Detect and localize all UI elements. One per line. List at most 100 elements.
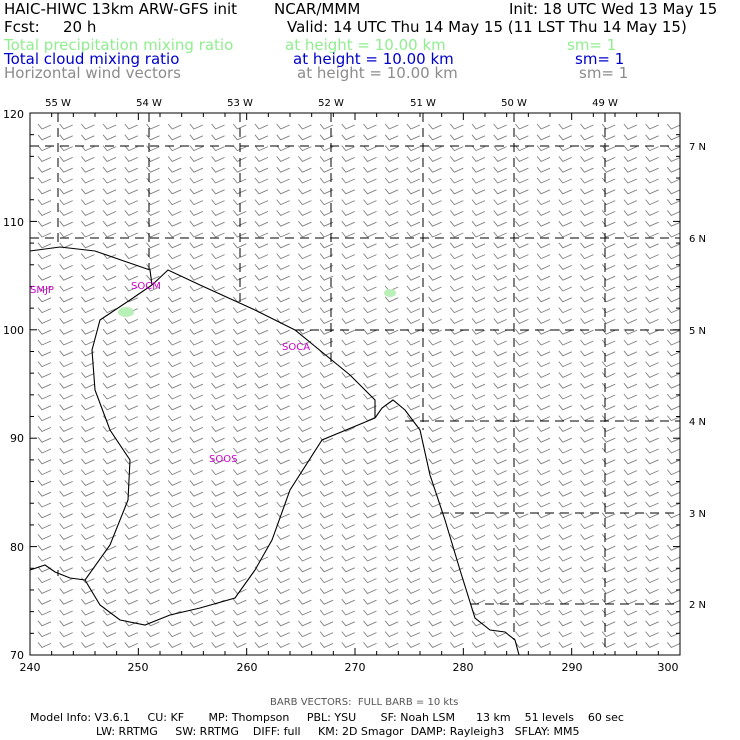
wind-barb <box>623 242 638 249</box>
wind-barb <box>167 296 182 303</box>
wind-barb <box>211 188 225 195</box>
wind-barb <box>363 566 377 573</box>
wind-barb <box>341 631 355 638</box>
wind-barb <box>298 642 312 648</box>
wind-barb <box>536 199 551 206</box>
wind-barb <box>449 307 464 314</box>
wind-barb <box>276 609 290 616</box>
wind-barb <box>406 134 421 141</box>
lon-50w: 50 W <box>501 98 527 109</box>
wind-barb <box>189 134 204 141</box>
wind-barb <box>341 188 355 195</box>
wind-barb <box>406 393 421 400</box>
wind-barb <box>601 177 616 184</box>
lon-53w: 53 W <box>227 98 253 109</box>
wind-barb <box>59 220 73 227</box>
wind-barb <box>298 134 312 141</box>
wind-barb <box>623 620 638 627</box>
wind-barb <box>449 339 464 346</box>
wind-barb <box>319 328 334 335</box>
wind-barb <box>211 480 225 486</box>
wind-barb <box>189 588 204 594</box>
wind-barb <box>319 274 334 281</box>
wind-barb <box>471 631 486 638</box>
wind-barb <box>319 469 334 476</box>
wind-barb <box>167 145 182 152</box>
wind-barb <box>471 199 486 206</box>
wind-barb <box>232 555 247 562</box>
wind-barb <box>515 415 529 422</box>
wind-barb <box>81 123 95 130</box>
wind-barb <box>341 598 355 605</box>
wind-barb <box>232 512 247 519</box>
wind-barb <box>102 480 117 486</box>
wind-barb <box>515 447 529 454</box>
wind-barb <box>146 490 160 497</box>
wind-barb <box>189 318 204 324</box>
wind-barb <box>623 145 638 152</box>
wind-barb <box>276 426 290 432</box>
wind-barb <box>276 598 290 605</box>
wind-barb <box>493 253 507 260</box>
wind-barb <box>471 480 486 486</box>
wind-barb <box>319 231 334 238</box>
wind-barb <box>363 577 377 584</box>
wind-barb <box>124 447 138 454</box>
wind-barb <box>146 426 160 432</box>
wind-barb <box>493 145 507 152</box>
wind-barb <box>167 501 182 508</box>
wind-barb <box>37 134 52 141</box>
wind-barb <box>471 210 486 216</box>
wind-barb <box>59 134 73 141</box>
wind-barb <box>146 156 160 162</box>
wind-barb <box>601 285 616 292</box>
wind-barb <box>428 307 442 314</box>
wind-barb <box>319 393 334 400</box>
wind-barb <box>449 426 464 432</box>
wind-barb <box>428 285 442 292</box>
wind-barb <box>298 555 312 562</box>
wind-barb <box>601 253 616 260</box>
wind-barb <box>363 242 377 249</box>
wind-barb <box>298 566 312 573</box>
wind-barb <box>59 544 73 551</box>
wind-barb <box>37 523 52 530</box>
wind-barb <box>363 480 377 486</box>
wind-barb <box>232 415 247 422</box>
wind-barb <box>515 642 529 648</box>
wind-barb <box>536 415 551 422</box>
wind-barb <box>515 166 529 173</box>
wind-barb <box>146 555 160 562</box>
wind-barb <box>124 177 138 184</box>
init-time: Init: 18 UTC Wed 13 May 15 <box>509 0 718 18</box>
wind-barb <box>319 598 334 605</box>
station-socm: SOCM <box>131 281 161 292</box>
wind-barb <box>254 242 269 249</box>
wind-barb <box>298 231 312 238</box>
wind-barb <box>645 523 659 530</box>
wind-barb <box>580 393 594 400</box>
field-cloud-height: at height = 10.00 km <box>293 50 454 68</box>
wind-barb <box>515 307 529 314</box>
wind-barb <box>37 490 52 497</box>
wind-barb <box>623 264 638 270</box>
wind-barb <box>384 231 399 238</box>
wind-barb <box>363 231 377 238</box>
wind-barb <box>623 544 638 551</box>
wind-barb <box>428 372 442 378</box>
wind-barb <box>341 480 355 486</box>
wind-barb <box>601 156 616 162</box>
wind-barb <box>536 231 551 238</box>
wind-barb <box>167 620 182 627</box>
wind-barb <box>580 318 594 324</box>
wind-barb <box>666 534 681 540</box>
wind-barb <box>341 512 355 519</box>
latitude-labels: 7 N 6 N 5 N 4 N 3 N 2 N <box>689 142 706 611</box>
wind-barb <box>623 393 638 400</box>
wind-barb <box>428 145 442 152</box>
wind-barb <box>232 458 247 465</box>
wind-barb <box>146 436 160 443</box>
wind-barb <box>406 415 421 422</box>
wind-barb <box>37 188 52 195</box>
wind-barb <box>211 415 225 422</box>
